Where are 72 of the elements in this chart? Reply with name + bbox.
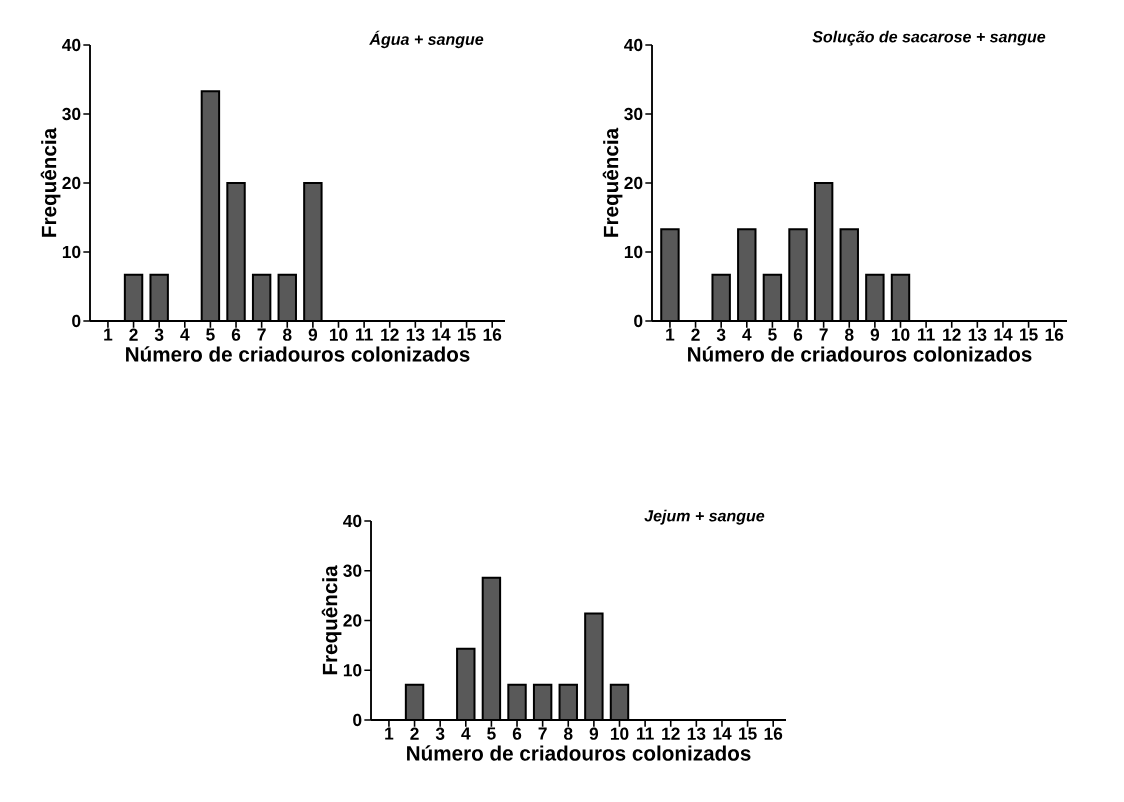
x-tick-label: 4 <box>180 328 190 341</box>
x-tick-label: 10 <box>329 328 348 341</box>
x-tick-label: 9 <box>308 328 318 341</box>
x-tick-label: 14 <box>994 328 1013 341</box>
x-axis-title: Número de criadouros colonizados <box>407 745 751 761</box>
x-tick-label: 1 <box>104 328 113 341</box>
y-tick-label: 30 <box>62 107 81 121</box>
x-tick-label: 3 <box>716 328 726 341</box>
x-tick-label: 11 <box>356 328 373 341</box>
x-tick-label: 16 <box>483 328 502 341</box>
x-tick-label: 15 <box>1020 328 1038 341</box>
y-axis-title: Frequência <box>321 565 342 675</box>
x-axis-title: Número de criadouros colonizados <box>688 346 1032 362</box>
x-tick-label: 3 <box>154 328 164 341</box>
x-tick-label: 12 <box>381 328 399 341</box>
x-tick-label: 5 <box>487 727 496 740</box>
y-axis-title: Frequência <box>602 127 623 237</box>
x-tick-label: 13 <box>968 328 987 341</box>
y-axis-title: Frequência <box>40 127 61 237</box>
x-tick-label: 1 <box>385 727 394 740</box>
x-tick-label: 16 <box>764 727 783 740</box>
y-tick-label: 40 <box>624 38 643 52</box>
x-tick-label: 6 <box>512 727 522 740</box>
x-tick-label: 14 <box>432 328 451 341</box>
y-tick-label: 40 <box>343 514 362 528</box>
x-tick-label: 5 <box>768 328 777 341</box>
y-tick-label: 30 <box>624 107 643 121</box>
chart-title: Solução de sacarose + sangue <box>812 30 1046 46</box>
x-tick-label: 4 <box>742 328 752 341</box>
x-tick-label: 2 <box>410 727 419 740</box>
x-tick-label: 15 <box>458 328 476 341</box>
x-tick-label: 6 <box>231 328 241 341</box>
y-tick-label: 10 <box>62 245 81 259</box>
chart-title: Água + sangue <box>369 30 484 49</box>
y-tick-label: 30 <box>343 564 362 577</box>
y-tick-label: 40 <box>62 38 81 52</box>
y-tick-label: 10 <box>624 245 643 259</box>
x-tick-label: 13 <box>687 727 706 740</box>
x-tick-label: 6 <box>793 328 803 341</box>
x-tick-label: 10 <box>891 328 910 341</box>
x-tick-label: 2 <box>129 328 138 341</box>
x-tick-label: 9 <box>870 328 880 341</box>
x-tick-label: 2 <box>691 328 700 341</box>
chart-title: Jejum + sangue <box>644 509 765 525</box>
x-tick-label: 8 <box>844 328 854 341</box>
x-tick-label: 11 <box>637 727 654 740</box>
x-tick-label: 4 <box>461 727 471 740</box>
x-tick-label: 14 <box>713 727 732 740</box>
x-tick-label: 1 <box>666 328 675 341</box>
x-tick-label: 7 <box>257 328 266 341</box>
x-tick-label: 8 <box>282 328 292 341</box>
x-tick-label: 13 <box>406 328 425 341</box>
x-tick-label: 15 <box>739 727 757 740</box>
x-tick-label: 12 <box>943 328 961 341</box>
x-tick-label: 9 <box>589 727 599 740</box>
x-tick-label: 3 <box>435 727 445 740</box>
y-tick-label: 20 <box>343 614 362 627</box>
x-tick-label: 7 <box>819 328 828 341</box>
x-tick-label: 7 <box>538 727 547 740</box>
y-tick-label: 0 <box>72 314 81 328</box>
y-tick-label: 20 <box>62 176 81 190</box>
y-tick-label: 10 <box>343 664 362 677</box>
x-tick-label: 11 <box>918 328 935 341</box>
y-tick-label: 0 <box>353 713 362 727</box>
x-tick-label: 5 <box>206 328 215 341</box>
y-tick-label: 0 <box>634 314 643 328</box>
x-tick-label: 8 <box>563 727 573 740</box>
x-tick-label: 10 <box>610 727 629 740</box>
x-tick-label: 12 <box>662 727 680 740</box>
x-axis-title: Número de criadouros colonizados <box>126 346 470 362</box>
x-tick-label: 16 <box>1045 328 1064 341</box>
y-tick-label: 20 <box>624 176 643 190</box>
